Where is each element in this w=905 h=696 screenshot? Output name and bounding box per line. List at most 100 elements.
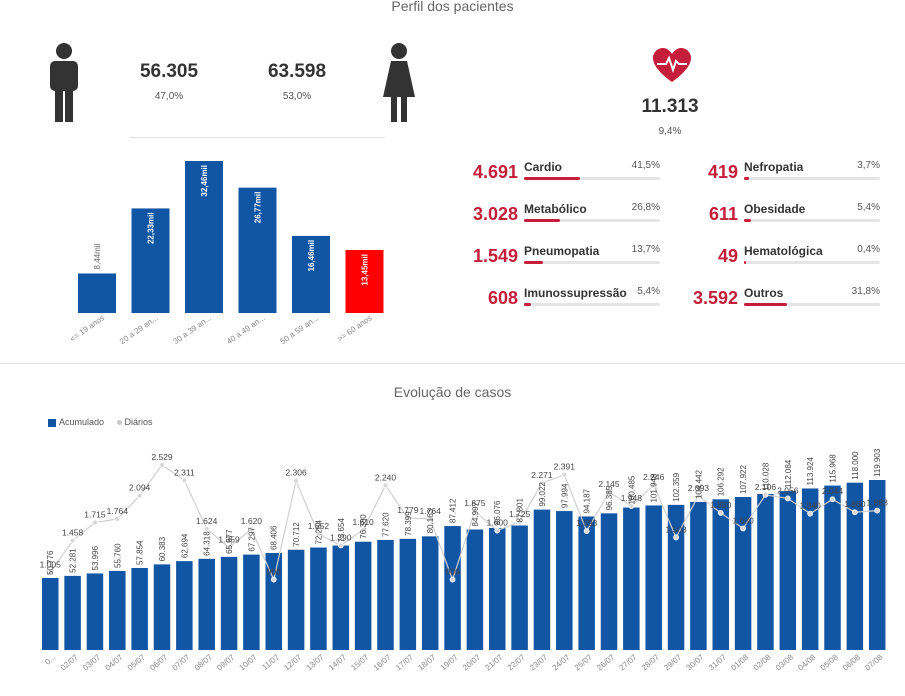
- cumulative-bar[interactable]: [332, 545, 350, 650]
- age-bar[interactable]: [78, 273, 116, 313]
- daily-label: 1.390: [330, 532, 352, 542]
- daily-point[interactable]: [159, 462, 165, 468]
- daily-point[interactable]: [561, 471, 568, 478]
- daily-point[interactable]: [628, 503, 635, 509]
- daily-point[interactable]: [583, 528, 590, 534]
- cumulative-bar[interactable]: [421, 536, 439, 650]
- comorbidity-percent: 9,4%: [658, 126, 682, 137]
- evolution-title: Evolução de casos: [393, 384, 512, 400]
- daily-point[interactable]: [650, 482, 657, 488]
- daily-point[interactable]: [829, 496, 836, 503]
- cumulative-bar[interactable]: [824, 485, 841, 650]
- cumulative-bar[interactable]: [64, 575, 81, 650]
- cumulative-bar[interactable]: [623, 507, 640, 650]
- daily-point[interactable]: [449, 576, 456, 583]
- daily-point[interactable]: [114, 516, 121, 522]
- cumulative-bar[interactable]: [600, 513, 618, 650]
- daily-point[interactable]: [494, 527, 501, 534]
- cumulative-bar[interactable]: [712, 499, 730, 650]
- daily-point[interactable]: [248, 526, 255, 533]
- cumulative-bar[interactable]: [578, 516, 595, 650]
- cumulative-bar[interactable]: [868, 480, 886, 650]
- cumulative-label: 60.383: [158, 536, 167, 561]
- cumulative-bar[interactable]: [690, 501, 707, 650]
- condition-bar-track: [524, 261, 660, 264]
- daily-point[interactable]: [717, 510, 724, 516]
- daily-point[interactable]: [337, 542, 344, 549]
- cumulative-bar[interactable]: [511, 525, 528, 650]
- cumulative-bar[interactable]: [86, 573, 104, 650]
- date-label: 04/08: [796, 652, 818, 672]
- daily-point[interactable]: [874, 507, 881, 514]
- cumulative-label: 53.996: [91, 545, 100, 570]
- daily-point[interactable]: [293, 477, 300, 484]
- cumulative-bar[interactable]: [444, 526, 461, 650]
- daily-point[interactable]: [181, 477, 188, 484]
- condition-bar-track: [744, 219, 880, 222]
- date-label: 17/07: [394, 652, 416, 672]
- cumulative-bar[interactable]: [846, 482, 864, 650]
- age-bar[interactable]: [185, 161, 223, 313]
- daily-point[interactable]: [382, 482, 389, 489]
- condition-count: 49: [717, 246, 738, 266]
- cumulative-bar[interactable]: [220, 556, 238, 650]
- cumulative-bar[interactable]: [109, 570, 126, 650]
- daily-point[interactable]: [427, 516, 434, 522]
- daily-point[interactable]: [784, 495, 791, 502]
- daily-point[interactable]: [807, 510, 814, 517]
- cumulative-bar[interactable]: [198, 558, 215, 650]
- age-bar[interactable]: [292, 235, 330, 313]
- daily-point[interactable]: [695, 492, 702, 499]
- cumulative-bar[interactable]: [533, 509, 551, 650]
- cumulative-bar[interactable]: [310, 547, 327, 650]
- cumulative-bar[interactable]: [556, 511, 573, 650]
- cumulative-bar[interactable]: [801, 488, 819, 650]
- cumulative-bar[interactable]: [489, 527, 506, 650]
- cumulative-label: 80.163: [426, 508, 435, 533]
- age-bar[interactable]: [131, 208, 170, 313]
- cumulative-bar[interactable]: [42, 578, 59, 650]
- legend-diarios: Diários: [124, 417, 153, 427]
- cumulative-bar[interactable]: [399, 538, 417, 650]
- age-bar[interactable]: [238, 187, 277, 313]
- cumulative-bar[interactable]: [265, 553, 283, 650]
- daily-point[interactable]: [404, 515, 411, 521]
- age-bar[interactable]: [345, 250, 384, 313]
- cumulative-bar[interactable]: [131, 567, 148, 650]
- cumulative-bar[interactable]: [734, 496, 752, 650]
- daily-label: 1.359: [218, 535, 240, 545]
- cumulative-bar[interactable]: [176, 561, 193, 650]
- cumulative-bar[interactable]: [757, 494, 774, 650]
- daily-point[interactable]: [270, 576, 277, 583]
- daily-point[interactable]: [606, 489, 612, 496]
- date-label: 05/08: [819, 652, 841, 672]
- cumulative-bar[interactable]: [287, 549, 305, 650]
- daily-point[interactable]: [673, 534, 679, 541]
- cumulative-bar[interactable]: [667, 504, 685, 650]
- daily-label: 1.630: [732, 515, 754, 525]
- daily-point[interactable]: [136, 492, 143, 499]
- cumulative-bar[interactable]: [153, 564, 171, 650]
- cumulative-bar[interactable]: [377, 539, 394, 650]
- daily-point[interactable]: [539, 480, 545, 487]
- daily-point[interactable]: [203, 525, 210, 532]
- cumulative-bar[interactable]: [243, 554, 260, 650]
- daily-point[interactable]: [851, 509, 858, 516]
- daily-point[interactable]: [315, 531, 322, 537]
- daily-point[interactable]: [92, 519, 98, 526]
- profile-title: Perfil dos pacientes: [391, 0, 514, 14]
- daily-point[interactable]: [740, 525, 746, 532]
- daily-point[interactable]: [360, 526, 367, 533]
- daily-point[interactable]: [69, 537, 76, 544]
- cumulative-bar[interactable]: [354, 541, 372, 650]
- daily-point[interactable]: [47, 569, 54, 576]
- cumulative-bar[interactable]: [466, 529, 484, 650]
- cumulative-bar[interactable]: [779, 491, 797, 650]
- daily-point[interactable]: [516, 518, 523, 525]
- daily-point[interactable]: [226, 544, 232, 551]
- age-category-label: 50 a 59 an...: [279, 313, 321, 346]
- daily-point[interactable]: [762, 491, 769, 498]
- daily-point[interactable]: [471, 508, 478, 515]
- daily-label: 1.620: [241, 516, 263, 526]
- cumulative-bar[interactable]: [645, 505, 662, 650]
